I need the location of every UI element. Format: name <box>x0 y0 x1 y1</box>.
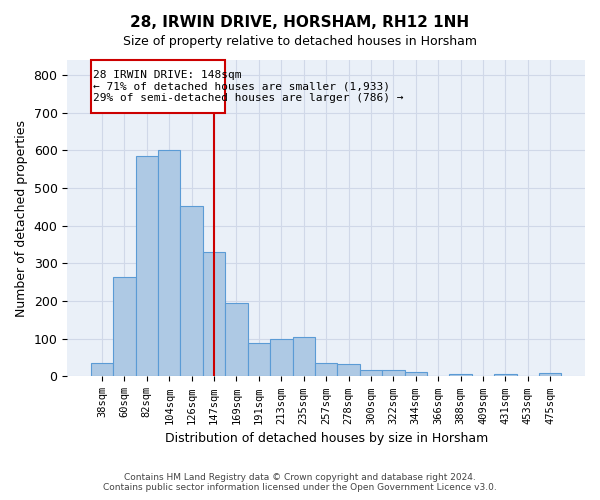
Bar <box>91 364 113 376</box>
Text: Contains HM Land Registry data © Crown copyright and database right 2024.
Contai: Contains HM Land Registry data © Crown c… <box>103 473 497 492</box>
Bar <box>248 342 270 376</box>
Bar <box>360 370 382 376</box>
Bar <box>315 362 337 376</box>
Bar <box>270 339 293 376</box>
Bar <box>293 337 315 376</box>
Bar <box>203 252 225 376</box>
Bar <box>225 303 248 376</box>
Text: 28 IRWIN DRIVE: 148sqm
← 71% of detached houses are smaller (1,933)
29% of semi-: 28 IRWIN DRIVE: 148sqm ← 71% of detached… <box>93 70 404 103</box>
Bar <box>539 374 562 376</box>
Text: 28, IRWIN DRIVE, HORSHAM, RH12 1NH: 28, IRWIN DRIVE, HORSHAM, RH12 1NH <box>130 15 470 30</box>
Bar <box>449 374 472 376</box>
Text: Size of property relative to detached houses in Horsham: Size of property relative to detached ho… <box>123 35 477 48</box>
Bar <box>494 374 517 376</box>
X-axis label: Distribution of detached houses by size in Horsham: Distribution of detached houses by size … <box>164 432 488 445</box>
Y-axis label: Number of detached properties: Number of detached properties <box>15 120 28 316</box>
Bar <box>136 156 158 376</box>
Bar <box>404 372 427 376</box>
Bar <box>181 206 203 376</box>
Bar <box>382 370 404 376</box>
FancyBboxPatch shape <box>91 60 225 112</box>
Bar <box>158 150 181 376</box>
Bar <box>337 364 360 376</box>
Bar <box>113 276 136 376</box>
